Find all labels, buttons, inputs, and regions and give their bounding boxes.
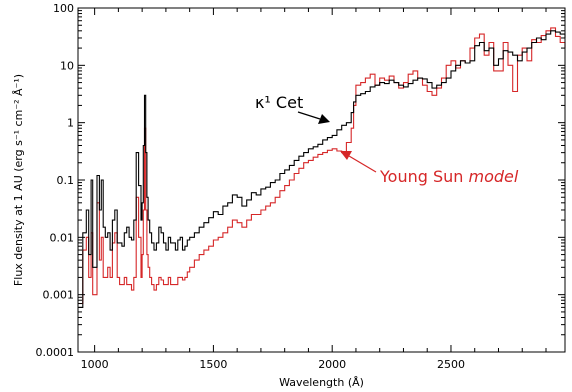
x-tick-label: 1000 xyxy=(81,358,109,371)
kappa-cet-label: κ¹ Cet xyxy=(255,93,303,112)
y-tick-label: 1 xyxy=(67,117,74,130)
young-sun-model-arrowhead xyxy=(340,151,352,160)
x-tick-label: 1500 xyxy=(199,358,227,371)
y-tick-label: 0.001 xyxy=(43,289,75,302)
y-axis-label: Flux density at 1 AU (erg s⁻¹ cm⁻² Å⁻¹) xyxy=(12,74,25,286)
series-layer xyxy=(78,27,566,308)
series-line-young-sun-model xyxy=(78,27,566,305)
x-axis-label: Wavelength (Å) xyxy=(279,376,364,389)
y-tick-label: 100 xyxy=(53,2,74,15)
annotation-layer: κ¹ Cet Young Sun model xyxy=(255,93,519,186)
young-sun-model-label: Young Sun model xyxy=(379,167,519,186)
y-tick-label: 0.1 xyxy=(57,174,75,187)
y-tick-label: 10 xyxy=(60,59,74,72)
x-tick-label: 2000 xyxy=(318,358,346,371)
series-line-kappa-cet xyxy=(78,30,566,308)
young-sun-label-plain: Young Sun xyxy=(379,167,468,186)
young-sun-label-italic: model xyxy=(468,167,518,186)
y-tick-label: 0.01 xyxy=(50,231,75,244)
kappa-cet-arrowhead xyxy=(318,114,330,124)
kappa-cet-arrow xyxy=(297,111,321,120)
young-sun-model-arrow xyxy=(348,155,377,173)
tick-layer: 1000 1500 2000 2500 0.0001 0.001 0.01 0.1 1 10 100 xyxy=(36,2,565,371)
x-tick-label: 2500 xyxy=(437,358,465,371)
y-tick-label: 0.0001 xyxy=(36,346,75,359)
